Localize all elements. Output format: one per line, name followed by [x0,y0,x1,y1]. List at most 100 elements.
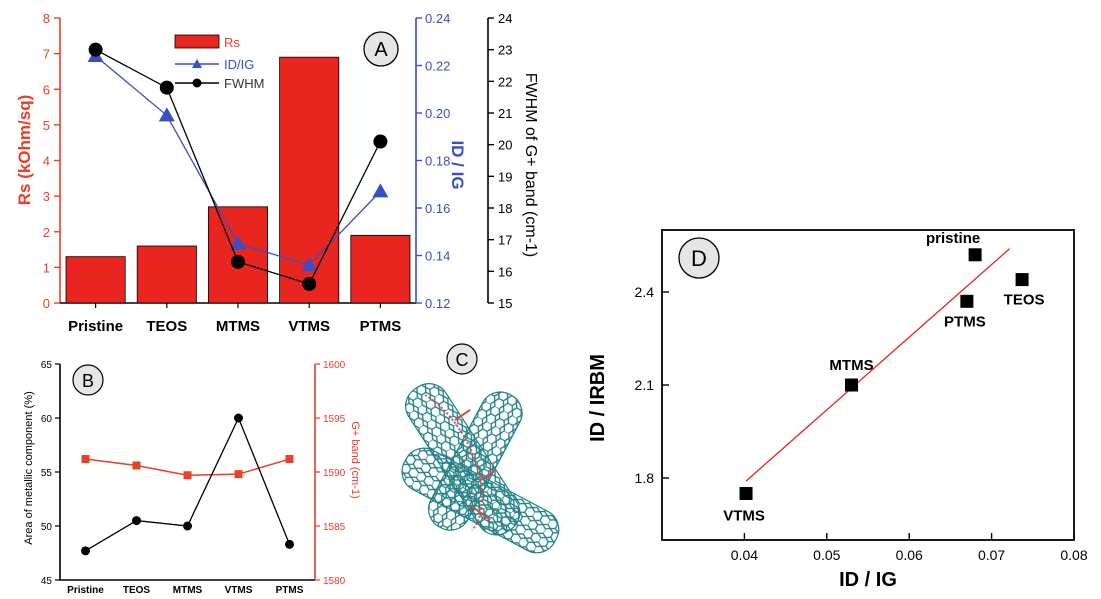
panel-a-y3tick-label: 19 [498,169,512,184]
panel-a-y3tick-label: 24 [498,11,512,26]
point-id-ig-mtms [230,235,246,250]
panel-a-y2tick-label: 0.18 [425,154,450,169]
point-metallic-pristine [81,546,90,556]
panel-a-y2tick-label: 0.22 [425,59,450,74]
point-ptms [960,294,974,308]
panel-a-y3tick-label: 16 [498,264,512,279]
panel-a-ytick-label: 8 [43,11,50,26]
panel-b-y2label: G+ band (cm-1) [349,421,361,498]
panel-a-y3tick-label: 21 [498,106,512,121]
point-fwhm-mtms [231,254,245,269]
bar-rs-ptms [350,234,411,304]
panel-a-legend: Rs ID/IG FWHM [174,34,264,91]
panel-a-y3label: FWHM of G+ band (cm-1) [522,73,539,257]
nanotube-illustration [401,383,560,554]
panel-d-xtick-label: 0.08 [1060,547,1087,563]
panel-b-xtick-label: MTMS [173,585,203,596]
panel-a-ytick-label: 3 [43,189,50,204]
panel-a-label: A [374,39,388,61]
panel-a-xtick-label: PTMS [360,318,402,335]
point-metallic-vtms [234,413,243,423]
panel-a-xtick-label: MTMS [216,318,260,335]
point-metallic-ptms [285,539,294,549]
point-g-band-mtms [183,471,192,480]
point-g-band-ptms [285,455,294,464]
panel-a-y2tick-label: 0.16 [425,201,450,216]
panel-a-y3tick-label: 15 [498,296,512,311]
panel-a-xtick-label: TEOS [146,318,187,335]
point-metallic-teos [132,516,141,526]
panel-b-ylabel: Area of metallic component (%) [23,391,35,544]
point-vtms [739,487,753,500]
panel-d-xtick-label: 0.07 [978,547,1005,563]
panel-c: C [401,343,560,554]
point-g-band-teos [132,461,141,470]
panel-b-ytick-label: 60 [41,414,53,425]
panel-a-y3tick-label: 23 [498,43,512,58]
panel-a-y2tick-label: 0.14 [425,249,450,264]
panel-a-ytick-label: 2 [43,225,50,240]
panel-b-xtick-label: VTMS [225,585,253,596]
point-id-ig-teos [158,107,175,122]
panel-a-y3tick-label: 18 [498,201,512,216]
legend-label-fwhm: FWHM [224,76,264,91]
point-label-vtms: VTMS [723,508,765,525]
panel-b-ytick-label: 50 [41,522,53,533]
panel-b-xtick-label: TEOS [123,585,151,596]
bar-rs-teos [136,245,197,304]
panel-b-y2tick-label: 1580 [323,576,346,587]
point-id-ig-ptms [372,183,389,198]
panel-c-badge [446,343,478,375]
panel-d-xtick-label: 0.06 [896,547,923,563]
panel-d-xtick-label: 0.04 [731,547,758,563]
panel-c-label: C [456,350,469,370]
panel-a-ytick-label: 5 [43,118,50,133]
point-mtms [845,378,859,392]
panel-d: 0.04 0.05 0.06 0.07 0.08 1.8 2.1 2.4 pristine TE… [587,229,1088,591]
panel-a-ytick-label: 0 [43,296,50,311]
legend-swatch-rs [174,34,220,49]
legend-marker-fwhm [192,78,202,88]
point-metallic-mtms [183,521,192,531]
panel-d-xlabel: ID / IG [839,569,897,591]
point-g-band-pristine [81,455,90,464]
panel-d-xtick-label: 0.05 [813,547,840,563]
panel-a-y2label: ID / IG [448,140,467,189]
panel-b-y2tick-label: 1585 [323,522,346,533]
panel-d-badge [678,237,720,279]
panel-b-y2tick-label: 1590 [323,468,346,479]
point-label-mtms: MTMS [829,357,873,374]
panel-b-label: B [82,371,94,391]
panel-a-ytick-label: 4 [43,154,50,169]
panel-b-xtick-label: PTMS [276,585,304,596]
panel-a-ytick-label: 1 [43,260,50,275]
panel-d-ytick-label: 2.4 [635,284,655,300]
panel-b: 45 50 55 60 65 1580 1585 1590 1595 1600 Pristine… [23,360,361,596]
point-label-ptms: PTMS [944,313,986,330]
panel-a-ytick-label: 7 [43,47,50,62]
point-teos [1015,273,1029,287]
point-fwhm-teos [159,80,174,95]
panel-d-ytick-label: 2.1 [635,377,655,393]
point-label-pristine: pristine [926,230,980,247]
panel-b-y2tick-label: 1595 [323,414,346,425]
panel-d-frame [661,229,1075,541]
bar-rs-pristine [65,256,126,304]
panel-a-y2tick-label: 0.12 [425,296,450,311]
panel-a-y3tick-label: 22 [498,74,512,89]
panel-a-y2tick-label: 0.20 [425,106,450,121]
point-fwhm-pristine [88,42,103,57]
point-pristine [968,248,982,262]
legend-marker-id-ig [192,59,202,68]
point-id-ig-vtms [301,257,318,271]
panel-a-ytick-label: 6 [43,82,50,97]
panel-a-y3tick-label: 17 [498,233,512,248]
panel-b-ytick-label: 45 [41,576,53,587]
panel-a-xtick-label: Pristine [68,318,123,335]
panel-d-ytick-label: 1.8 [635,470,655,486]
panel-d-ylabel: ID / IRBM [587,354,609,442]
series-line-metallic [85,416,291,552]
panel-b-ytick-label: 55 [41,468,53,479]
panel-a-y2tick-label: 0.24 [425,11,450,26]
